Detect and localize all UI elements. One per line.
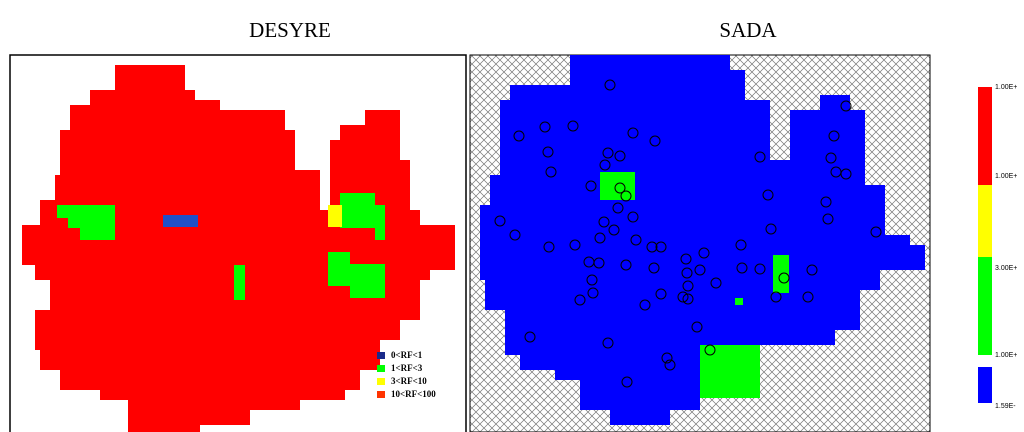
sample-point: [682, 280, 694, 292]
sada-map: [469, 54, 931, 432]
sample-point: [630, 234, 642, 246]
legend-label: 1<RF<3: [391, 363, 423, 373]
sample-point: [545, 166, 557, 178]
sample-point: [655, 288, 667, 300]
sample-point: [569, 239, 581, 251]
sample-point: [778, 272, 790, 284]
sample-point: [567, 120, 579, 132]
sample-point: [691, 321, 703, 333]
sample-point: [840, 168, 852, 180]
sample-point: [870, 226, 882, 238]
sample-point: [646, 241, 658, 253]
sample-point: [542, 146, 554, 158]
sample-point: [681, 267, 693, 279]
sample-point: [655, 241, 667, 253]
sample-point: [770, 291, 782, 303]
sample-point: [754, 263, 766, 275]
sample-point: [604, 79, 616, 91]
sample-point: [639, 299, 651, 311]
sample-point: [513, 130, 525, 142]
sample-point: [735, 239, 747, 251]
sample-point: [614, 182, 626, 194]
sample-point: [598, 216, 610, 228]
sample-point: [602, 147, 614, 159]
legend-label: 0<RF<1: [391, 350, 423, 360]
sample-point: [648, 262, 660, 274]
sample-point: [627, 211, 639, 223]
colorbar-label: 1.59E-: [995, 403, 1016, 410]
sample-point: [677, 291, 689, 303]
sample-point: [649, 135, 661, 147]
title: SADA: [719, 18, 777, 42]
desyre-map: [9, 54, 467, 432]
sample-point: [539, 121, 551, 133]
sample-point: [586, 274, 598, 286]
sample-point: [593, 257, 605, 269]
title: DESYRE: [249, 18, 331, 42]
sample-point: [602, 337, 614, 349]
sample-point: [620, 259, 632, 271]
sample-point: [682, 293, 694, 305]
sample-point: [620, 190, 632, 202]
sample-point: [704, 344, 716, 356]
sample-point: [840, 100, 852, 112]
sample-point: [627, 127, 639, 139]
sample-point: [509, 229, 521, 241]
sample-point: [828, 130, 840, 142]
sample-point: [612, 202, 624, 214]
sample-point: [599, 159, 611, 171]
colorbar-label: 1.00E+: [995, 352, 1017, 359]
sample-point: [614, 150, 626, 162]
sample-point: [661, 352, 673, 364]
sample-point: [762, 189, 774, 201]
sample-point: [585, 180, 597, 192]
sample-point: [820, 196, 832, 208]
sample-point: [802, 291, 814, 303]
sample-point: [765, 223, 777, 235]
sample-point: [608, 224, 620, 236]
sample-point: [524, 331, 536, 343]
sample-point: [698, 247, 710, 259]
sample-point: [621, 376, 633, 388]
sample-point: [494, 215, 506, 227]
sample-point: [806, 264, 818, 276]
sample-point: [754, 151, 766, 163]
sample-point: [736, 262, 748, 274]
legend-label: 10<RF<100: [391, 389, 436, 399]
sample-point: [594, 232, 606, 244]
colorbar-label: 3.00E+: [995, 265, 1017, 272]
sample-point: [543, 241, 555, 253]
colorbar-label: 1.00E+: [995, 84, 1017, 91]
legend-label: 3<RF<10: [391, 376, 427, 386]
sample-point: [825, 152, 837, 164]
colorbar-label: 1.00E+: [995, 173, 1017, 180]
sample-point: [574, 294, 586, 306]
sample-point: [664, 359, 676, 371]
colorbar: [978, 87, 992, 403]
sample-point: [822, 213, 834, 225]
sample-point: [680, 253, 692, 265]
sample-point: [587, 287, 599, 299]
sample-point: [710, 277, 722, 289]
sample-point: [694, 264, 706, 276]
